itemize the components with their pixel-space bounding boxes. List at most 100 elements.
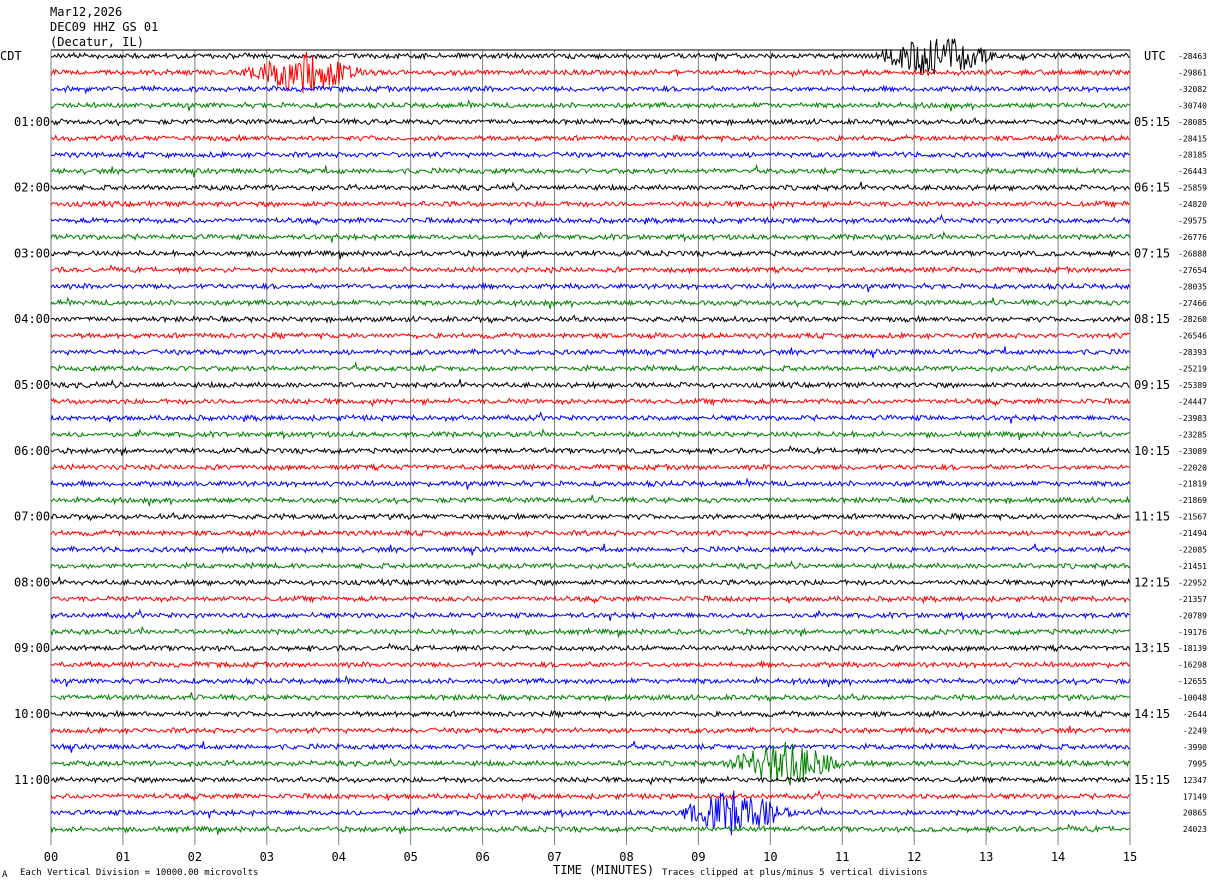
trace-offset-value: -21869 — [1178, 496, 1207, 505]
right-time-label: 12:15 — [1134, 575, 1170, 589]
trace-offset-value: -28393 — [1178, 348, 1207, 357]
trace-offset-value: -21451 — [1178, 562, 1207, 571]
trace-line — [50, 163, 1131, 178]
right-time-label: 14:15 — [1134, 707, 1170, 721]
trace-line — [50, 116, 1131, 127]
left-time-label: 09:00 — [14, 641, 50, 655]
trace-line — [50, 775, 1131, 786]
trace-offset-value: -25219 — [1178, 365, 1207, 374]
left-time-label: 03:00 — [14, 246, 50, 260]
trace-line — [50, 789, 1131, 803]
x-tick-label: 06 — [475, 850, 489, 864]
trace-line — [50, 181, 1131, 193]
right-time-label: 10:15 — [1134, 444, 1170, 458]
x-tick-label: 08 — [619, 850, 633, 864]
trace-line — [50, 99, 1131, 112]
trace-line — [50, 709, 1131, 719]
trace-offset-value: -26888 — [1178, 249, 1207, 258]
trace-offset-value: -28415 — [1178, 134, 1207, 143]
trace-offset-value: -26546 — [1178, 332, 1207, 341]
x-tick-labels: 00 01 02 03 04 05 06 07 08 09 10 11 12 13 14 15 — [44, 850, 1137, 864]
trace-line — [50, 150, 1130, 160]
left-time-label: 02:00 — [14, 181, 50, 195]
trace-line — [50, 397, 1131, 408]
x-tick-label: 02 — [188, 850, 202, 864]
trace-offset-value: -16298 — [1178, 661, 1207, 670]
trace-offset-value: -28260 — [1178, 315, 1207, 324]
trace-line — [50, 230, 1131, 243]
trace-offset-value: -28085 — [1178, 118, 1207, 127]
trace-offset-value: -32082 — [1178, 85, 1207, 94]
station-label: DEC09 HHZ GS 01 — [50, 20, 158, 34]
trace-offset-value: -21819 — [1178, 480, 1207, 489]
x-tick-label: 01 — [116, 850, 130, 864]
trace-line — [50, 331, 1131, 341]
x-tick-label: 12 — [907, 850, 921, 864]
trace-offset-value: 24023 — [1183, 825, 1207, 834]
trace-offset-value: -26776 — [1178, 233, 1207, 242]
x-tick-label: 04 — [332, 850, 346, 864]
trace-line — [50, 213, 1131, 226]
trace-line — [50, 281, 1131, 293]
trace-line — [50, 511, 1131, 522]
right-time-label: 08:15 — [1134, 312, 1170, 326]
trace-offset-value: -21567 — [1178, 513, 1207, 522]
trace-offset-value: 20865 — [1183, 809, 1207, 818]
trace-offset-value: -21494 — [1178, 529, 1207, 538]
left-zone-label: CDT — [0, 49, 22, 63]
right-time-labels: 05:15 06:15 07:15 08:15 09:15 10:15 11:15 12:15… — [1134, 115, 1170, 787]
trace-offset-value: -2644 — [1183, 710, 1207, 719]
trace-line — [50, 494, 1131, 507]
right-offset-values: -28463 -29861 -32082 -30740 -28085 -28415 -281… — [1178, 52, 1207, 834]
trace-offset-value: -23089 — [1178, 447, 1207, 456]
left-time-label: 04:00 — [14, 312, 50, 326]
trace-offset-value: -21357 — [1178, 595, 1207, 604]
x-tick-label: 13 — [979, 850, 993, 864]
trace-line — [50, 790, 1130, 836]
trace-line — [50, 296, 1131, 309]
right-time-label: 13:15 — [1134, 641, 1170, 655]
right-time-label: 05:15 — [1134, 115, 1170, 129]
left-time-label: 07:00 — [14, 510, 50, 524]
trace-offset-value: -19176 — [1178, 628, 1207, 637]
trace-line — [50, 378, 1130, 390]
trace-line — [50, 428, 1131, 441]
trace-line — [50, 411, 1131, 424]
right-time-label: 06:15 — [1134, 181, 1170, 195]
x-tick-label: 14 — [1051, 850, 1065, 864]
left-time-label: 10:00 — [14, 707, 50, 721]
trace-line — [50, 741, 1131, 753]
trace-line — [50, 249, 1130, 260]
trace-line — [50, 84, 1131, 95]
x-tick-label: 15 — [1123, 850, 1137, 864]
trace-line — [50, 528, 1131, 538]
left-time-label: 05:00 — [14, 378, 50, 392]
trace-line — [50, 51, 1131, 94]
trace-offset-value: -20789 — [1178, 611, 1207, 620]
trace-offset-value: -27654 — [1178, 266, 1207, 275]
corner-mark: A — [2, 870, 8, 880]
trace-offset-value: -2249 — [1183, 726, 1207, 735]
trace-line — [50, 674, 1131, 688]
x-tick-label: 05 — [403, 850, 417, 864]
trace-offset-value: -25859 — [1178, 184, 1207, 193]
trace-offset-value: -28035 — [1178, 282, 1207, 291]
right-time-label: 09:15 — [1134, 378, 1170, 392]
trace-offset-value: -24447 — [1178, 397, 1207, 406]
time-grid — [50, 49, 1131, 845]
trace-line — [50, 725, 1131, 736]
left-time-label: 08:00 — [14, 575, 50, 589]
trace-offset-value: -26443 — [1178, 167, 1207, 176]
date-label: Mar12,2026 — [50, 5, 122, 19]
right-time-label: 15:15 — [1134, 773, 1170, 787]
trace-line — [50, 346, 1131, 359]
trace-line — [50, 741, 1131, 786]
trace-offset-value: -22020 — [1178, 463, 1207, 472]
trace-line — [50, 823, 1130, 835]
right-time-label: 07:15 — [1134, 246, 1170, 260]
trace-offset-value: -22085 — [1178, 546, 1207, 555]
trace-line — [50, 559, 1131, 571]
left-time-label: 11:00 — [14, 773, 50, 787]
trace-line — [50, 625, 1131, 638]
